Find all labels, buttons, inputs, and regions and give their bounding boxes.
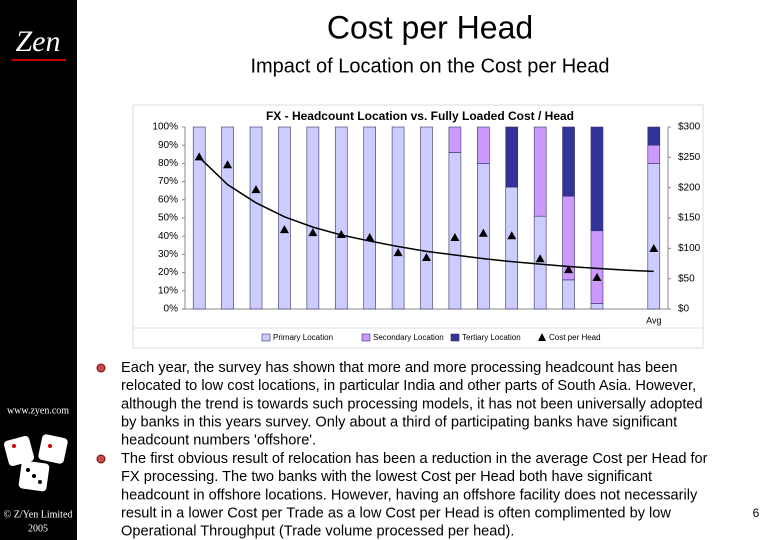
- bar: [334, 126, 348, 310]
- bullet-text: The first obvious result of relocation h…: [121, 451, 708, 467]
- marker: [251, 185, 261, 194]
- bar: [647, 126, 661, 146]
- legend-label: Tertiary Location: [462, 333, 521, 342]
- legend-label: Secondary Location: [373, 333, 444, 342]
- bar: [505, 186, 519, 310]
- bullet-text: by banks in this years survey. Only abou…: [121, 414, 677, 430]
- bullet-marker: [96, 454, 106, 464]
- bar: [391, 126, 405, 310]
- bar: [647, 163, 661, 310]
- marker: [535, 254, 545, 263]
- page-number: 6: [753, 506, 760, 520]
- y2-tick-label: $150: [678, 213, 701, 224]
- bullet-text: Operational Throughput (Trade volume pro…: [121, 524, 514, 540]
- marker: [450, 233, 460, 242]
- bullet-marker: [96, 363, 106, 373]
- marker: [279, 225, 289, 234]
- bar: [306, 126, 320, 310]
- copyright: 2005: [28, 523, 48, 534]
- trend-line: [198, 156, 654, 273]
- slide-subtitle: Impact of Location on the Cost per Head: [250, 55, 609, 77]
- bar: [477, 126, 490, 164]
- website: www.zyen.com: [7, 405, 69, 416]
- y-tick-label: 0%: [164, 304, 179, 315]
- bar: [192, 126, 206, 310]
- marker: [308, 228, 318, 237]
- legend-swatch: [261, 333, 271, 342]
- legend-swatch: [450, 333, 460, 342]
- legend-swatch: [361, 333, 371, 342]
- y2-tick-label: $300: [678, 122, 701, 133]
- y-tick-label: 40%: [158, 231, 178, 242]
- y-tick-label: 90%: [158, 140, 178, 151]
- bullets: Each year, the survey has shown that mor…: [96, 360, 708, 540]
- bar: [533, 215, 547, 310]
- y2-tick-label: $0: [678, 304, 690, 315]
- bar: [363, 126, 376, 310]
- bar: [448, 126, 462, 153]
- bullet-text: relocated to low cost locations, in part…: [121, 378, 696, 394]
- bullet-text: although the trend is towards such proce…: [121, 396, 703, 412]
- marker: [507, 231, 517, 240]
- marker: [365, 233, 375, 242]
- bullet-text: result in a lower Cost per Trade as a lo…: [121, 505, 671, 521]
- x-tick-label: Avg: [646, 315, 661, 325]
- chart-frame: [132, 104, 704, 331]
- y2-tick-label: $50: [678, 273, 695, 284]
- y-tick-label: 70%: [158, 176, 178, 187]
- legend-frame: [132, 327, 704, 349]
- bar: [420, 126, 433, 310]
- legend-label: Primary Location: [273, 333, 333, 342]
- y-tick-label: 100%: [152, 122, 178, 133]
- bar: [221, 126, 234, 310]
- chart: 0% 10% 20% 30% 40% 50% 60% 70% 80% 90% 100% $0 $50 $1…: [152, 122, 700, 342]
- bar: [448, 152, 462, 310]
- bullet-text: Each year, the survey has shown that mor…: [121, 360, 678, 376]
- y-tick-label: 80%: [158, 158, 178, 169]
- y2-tick-label: $250: [678, 152, 701, 163]
- chart-title: FX - Headcount Location vs. Fully Loaded…: [266, 109, 574, 123]
- y2-tick-label: $200: [678, 182, 701, 193]
- bar: [562, 279, 575, 310]
- bar: [590, 126, 604, 232]
- marker: [422, 253, 431, 262]
- y2-tick-label: $100: [678, 243, 701, 254]
- y-tick-label: 30%: [158, 249, 178, 260]
- copyright: © Z/Yen Limited: [4, 509, 73, 520]
- marker: [564, 265, 574, 274]
- dice: [3, 434, 68, 492]
- bar: [533, 126, 547, 217]
- y-tick-label: 20%: [158, 267, 178, 278]
- y-tick-label: 60%: [158, 194, 178, 205]
- bar: [590, 303, 604, 310]
- marker: [393, 248, 403, 257]
- marker: [592, 273, 602, 282]
- bullet-text: headcount numbers 'offshore'.: [121, 433, 316, 449]
- marker: [649, 243, 659, 252]
- bar: [562, 126, 575, 197]
- legend-label: Cost per Head: [549, 333, 601, 342]
- bar: [249, 126, 263, 310]
- slide-title: Cost per Head: [327, 9, 533, 45]
- bar: [647, 144, 661, 164]
- y-tick-label: 50%: [158, 213, 178, 224]
- marker: [194, 152, 204, 161]
- logo: Zen: [16, 25, 61, 58]
- bar: [590, 230, 604, 304]
- bullet-text: headcount in offshore locations. However…: [121, 487, 698, 503]
- marker: [223, 160, 233, 169]
- bar: [505, 126, 519, 188]
- bar: [278, 126, 291, 310]
- bullet-text: FX processing. The two banks with the lo…: [121, 469, 652, 485]
- legend-swatch: [538, 333, 546, 341]
- y-tick-label: 10%: [158, 285, 178, 296]
- marker: [478, 228, 488, 237]
